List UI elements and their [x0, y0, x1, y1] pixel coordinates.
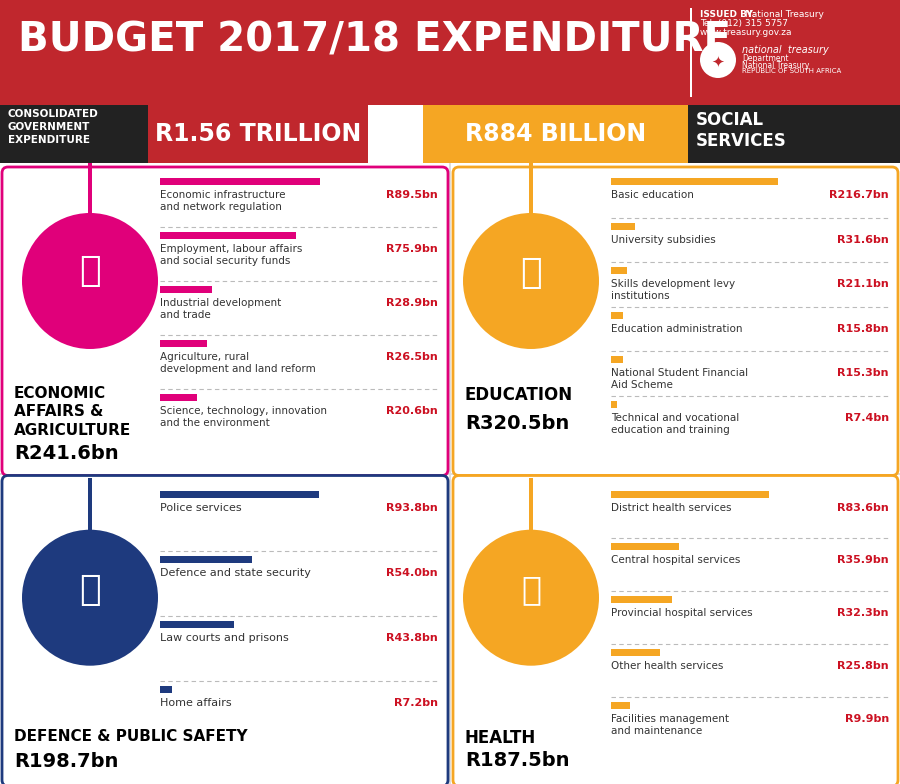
- Text: HEALTH: HEALTH: [465, 729, 536, 747]
- Text: EDUCATION: EDUCATION: [465, 386, 573, 404]
- FancyBboxPatch shape: [611, 702, 630, 710]
- Text: R20.6bn: R20.6bn: [386, 406, 438, 416]
- Text: REPUBLIC OF SOUTH AFRICA: REPUBLIC OF SOUTH AFRICA: [742, 68, 842, 74]
- Text: R83.6bn: R83.6bn: [837, 503, 889, 513]
- FancyBboxPatch shape: [160, 286, 212, 293]
- FancyBboxPatch shape: [160, 491, 320, 498]
- Text: National Treasury: National Treasury: [742, 61, 809, 70]
- Circle shape: [22, 213, 158, 349]
- FancyBboxPatch shape: [611, 356, 623, 363]
- FancyBboxPatch shape: [611, 223, 635, 230]
- Text: Other health services: Other health services: [611, 661, 724, 671]
- Text: R320.5bn: R320.5bn: [465, 413, 569, 433]
- Text: R884 BILLION: R884 BILLION: [465, 122, 646, 146]
- Text: 🏥: 🏥: [521, 573, 541, 606]
- Text: 🌾: 🌾: [79, 254, 101, 288]
- Text: R21.1bn: R21.1bn: [837, 279, 889, 289]
- FancyBboxPatch shape: [449, 163, 451, 784]
- Text: Police services: Police services: [160, 503, 241, 513]
- Circle shape: [463, 530, 599, 666]
- Text: Department: Department: [742, 54, 788, 63]
- FancyBboxPatch shape: [611, 401, 616, 408]
- FancyBboxPatch shape: [2, 167, 448, 476]
- Text: Science, technology, innovation
and the environment: Science, technology, innovation and the …: [160, 406, 327, 428]
- Text: R35.9bn: R35.9bn: [837, 555, 889, 565]
- Text: 🚔: 🚔: [79, 572, 101, 607]
- Text: National Treasury: National Treasury: [745, 10, 824, 19]
- FancyBboxPatch shape: [529, 477, 533, 534]
- Text: R15.8bn: R15.8bn: [837, 324, 889, 333]
- Text: Defence and state security: Defence and state security: [160, 568, 310, 578]
- Text: Education administration: Education administration: [611, 324, 742, 333]
- FancyBboxPatch shape: [611, 543, 679, 550]
- Text: R198.7bn: R198.7bn: [14, 752, 119, 771]
- Text: R31.6bn: R31.6bn: [837, 234, 889, 245]
- FancyBboxPatch shape: [453, 476, 898, 784]
- Text: Employment, labour affairs
and social security funds: Employment, labour affairs and social se…: [160, 244, 302, 266]
- Text: SOCIAL
SERVICES: SOCIAL SERVICES: [696, 111, 787, 150]
- Text: Central hospital services: Central hospital services: [611, 555, 741, 565]
- Text: District health services: District health services: [611, 503, 732, 513]
- Text: BUDGET 2017/18 EXPENDITURE: BUDGET 2017/18 EXPENDITURE: [18, 20, 731, 60]
- Text: R7.4bn: R7.4bn: [845, 412, 889, 423]
- Circle shape: [700, 42, 736, 78]
- Text: National Student Financial
Aid Scheme: National Student Financial Aid Scheme: [611, 368, 748, 390]
- Text: Skills development levy
institutions: Skills development levy institutions: [611, 279, 735, 301]
- Text: Agriculture, rural
development and land reform: Agriculture, rural development and land …: [160, 352, 316, 374]
- Circle shape: [22, 530, 158, 666]
- Text: www.treasury.gov.za: www.treasury.gov.za: [700, 28, 793, 37]
- Text: R28.9bn: R28.9bn: [386, 298, 438, 308]
- Text: DEFENCE & PUBLIC SAFETY: DEFENCE & PUBLIC SAFETY: [14, 729, 248, 744]
- FancyBboxPatch shape: [0, 105, 148, 163]
- FancyBboxPatch shape: [160, 178, 320, 185]
- FancyBboxPatch shape: [160, 621, 235, 628]
- Text: R9.9bn: R9.9bn: [845, 714, 889, 724]
- FancyBboxPatch shape: [160, 394, 197, 401]
- Text: R241.6bn: R241.6bn: [14, 444, 119, 463]
- FancyBboxPatch shape: [160, 556, 252, 563]
- Text: R26.5bn: R26.5bn: [386, 352, 438, 362]
- FancyBboxPatch shape: [88, 163, 92, 217]
- Text: University subsidies: University subsidies: [611, 234, 716, 245]
- FancyBboxPatch shape: [160, 686, 172, 693]
- Text: R1.56 TRILLION: R1.56 TRILLION: [155, 122, 361, 146]
- Text: Law courts and prisons: Law courts and prisons: [160, 633, 289, 643]
- Text: Home affairs: Home affairs: [160, 699, 231, 708]
- Text: ECONOMIC
AFFAIRS &
AGRICULTURE: ECONOMIC AFFAIRS & AGRICULTURE: [14, 386, 131, 437]
- Text: Technical and vocational
education and training: Technical and vocational education and t…: [611, 412, 739, 434]
- FancyBboxPatch shape: [611, 178, 778, 185]
- FancyBboxPatch shape: [611, 491, 769, 498]
- Text: Basic education: Basic education: [611, 190, 694, 200]
- FancyBboxPatch shape: [2, 476, 448, 784]
- Text: Provincial hospital services: Provincial hospital services: [611, 608, 752, 619]
- Circle shape: [463, 213, 599, 349]
- FancyBboxPatch shape: [690, 8, 692, 97]
- FancyBboxPatch shape: [611, 597, 672, 604]
- FancyBboxPatch shape: [688, 105, 900, 163]
- Text: national  treasury: national treasury: [742, 45, 829, 55]
- Text: R25.8bn: R25.8bn: [837, 661, 889, 671]
- Text: R7.2bn: R7.2bn: [394, 699, 438, 708]
- Text: R32.3bn: R32.3bn: [838, 608, 889, 619]
- Text: R216.7bn: R216.7bn: [830, 190, 889, 200]
- Text: R54.0bn: R54.0bn: [386, 568, 438, 578]
- FancyBboxPatch shape: [160, 232, 296, 239]
- FancyBboxPatch shape: [160, 339, 207, 347]
- Text: CONSOLIDATED
GOVERNMENT
EXPENDITURE: CONSOLIDATED GOVERNMENT EXPENDITURE: [8, 109, 99, 144]
- Text: ISSUED BY:: ISSUED BY:: [700, 10, 756, 19]
- Text: R75.9bn: R75.9bn: [386, 244, 438, 254]
- Text: R187.5bn: R187.5bn: [465, 751, 570, 770]
- FancyBboxPatch shape: [423, 105, 688, 163]
- FancyBboxPatch shape: [529, 163, 533, 217]
- FancyBboxPatch shape: [0, 473, 900, 474]
- Text: 🎓: 🎓: [520, 256, 542, 290]
- Text: Tel: (012) 315 5757: Tel: (012) 315 5757: [700, 19, 788, 28]
- Text: R43.8bn: R43.8bn: [386, 633, 438, 643]
- FancyBboxPatch shape: [0, 0, 900, 105]
- Text: Economic infrastructure
and network regulation: Economic infrastructure and network regu…: [160, 190, 285, 212]
- Text: R15.3bn: R15.3bn: [838, 368, 889, 378]
- Text: R93.8bn: R93.8bn: [386, 503, 438, 513]
- FancyBboxPatch shape: [611, 267, 627, 274]
- FancyArrow shape: [373, 120, 411, 148]
